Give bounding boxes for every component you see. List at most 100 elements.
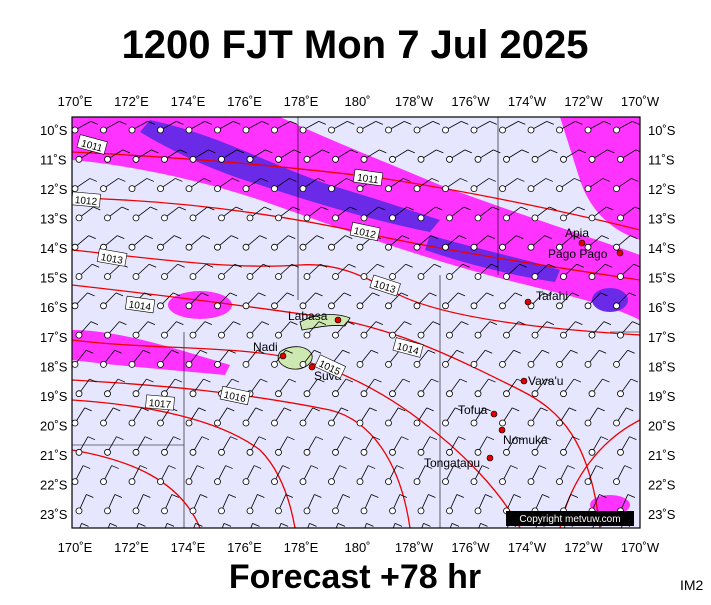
isobar-label-box [369, 274, 401, 297]
isobar-label: 1017 [145, 394, 175, 411]
barb-flag [343, 292, 352, 297]
barb-flag [259, 235, 267, 239]
barb-flag [464, 149, 473, 154]
barb-flag [228, 494, 237, 498]
barb-station [132, 390, 140, 398]
isobar-label-text: 1013 [100, 252, 124, 267]
barb-flag [288, 235, 296, 239]
place-dot [524, 298, 532, 306]
barb-staff [563, 523, 567, 528]
barb-station [474, 214, 482, 222]
barb-flag [288, 378, 297, 383]
barb-flag [634, 206, 640, 210]
barb-staff [535, 523, 538, 528]
barb-station [214, 360, 221, 368]
barb-flag [195, 523, 203, 527]
lon-label-bottom: 178˚W [395, 540, 434, 555]
barb-flag [143, 349, 151, 354]
barb-station [328, 185, 335, 193]
barb-station [161, 448, 168, 456]
barb-station [499, 478, 506, 486]
barb-station [556, 360, 563, 368]
barb-flag [431, 378, 439, 383]
lon-label-top: 174˚W [508, 94, 547, 109]
lon-label-bottom: 178˚E [284, 540, 319, 555]
lon-label-top: 172˚E [114, 94, 149, 109]
barb-flag [232, 178, 240, 182]
barb-flag [486, 292, 494, 297]
barb-flag [600, 436, 609, 441]
barb-flag [627, 349, 635, 354]
barb-flag [519, 263, 527, 268]
barb-flag [372, 292, 380, 297]
barb-flag [372, 436, 381, 441]
barb-station [246, 448, 254, 456]
barb-flag [179, 149, 188, 154]
barb-flag [542, 494, 550, 498]
barb-flag [455, 407, 463, 412]
barb-station [613, 185, 620, 193]
isobar-label-box [76, 134, 108, 155]
barb-flag [400, 292, 409, 297]
barb-station [385, 419, 392, 427]
barb-flag [285, 494, 294, 498]
barb-flag [513, 349, 521, 354]
barb-flag [374, 378, 382, 383]
barb-station [413, 360, 421, 368]
barb-station [303, 390, 311, 398]
barb-station [560, 448, 567, 456]
footer: Forecast +78 hr [229, 558, 481, 596]
barb-flag [428, 349, 436, 354]
barb-staff [79, 523, 82, 528]
barb-station [503, 273, 510, 280]
barb-flag [603, 121, 611, 125]
barb-station [356, 243, 364, 251]
barb-flag [146, 378, 154, 383]
barb-flag [368, 465, 376, 469]
barb-flag [113, 407, 121, 412]
barb-station [474, 448, 482, 456]
barb-station [75, 155, 83, 163]
barb-station [157, 360, 164, 368]
barb-flag [431, 178, 440, 182]
barb-flag [600, 292, 608, 297]
barb-staff [193, 523, 196, 528]
barb-station [389, 507, 396, 515]
barb-station [617, 155, 624, 163]
barb-station [531, 214, 539, 222]
place-label: Apia [565, 226, 589, 240]
barb-flag [223, 523, 232, 527]
lon-label-top: 174˚E [171, 94, 206, 109]
barb-station [161, 273, 168, 280]
barb-flag [513, 494, 522, 498]
barb-station [499, 126, 506, 134]
barb-flag [122, 149, 131, 154]
barb-flag [207, 206, 215, 211]
isobar-label: 1013 [96, 248, 128, 267]
barb-flag [460, 178, 468, 182]
barb-flag [206, 263, 214, 268]
barb-flag [549, 206, 557, 211]
barb-station [556, 185, 563, 193]
barb-flag [569, 407, 577, 412]
barb-station [531, 273, 539, 280]
barb-station [385, 360, 392, 368]
barb-flag [518, 321, 526, 325]
barb-station [470, 478, 478, 486]
barb-station [470, 302, 478, 310]
barb-staff [620, 523, 624, 528]
barb-station [72, 478, 79, 485]
barb-station [446, 448, 453, 456]
barb-station [584, 478, 592, 486]
barb-flag [231, 235, 239, 239]
barb-flag [147, 321, 156, 325]
barb-station [214, 419, 221, 427]
barb-station [75, 273, 83, 280]
lon-label-bottom: 174˚W [508, 540, 547, 555]
barb-station [246, 273, 254, 280]
barb-flag [345, 378, 354, 383]
barb-flag [404, 321, 412, 325]
barb-flag [114, 494, 123, 498]
barb-flag [626, 407, 634, 412]
barb-flag [89, 378, 97, 383]
